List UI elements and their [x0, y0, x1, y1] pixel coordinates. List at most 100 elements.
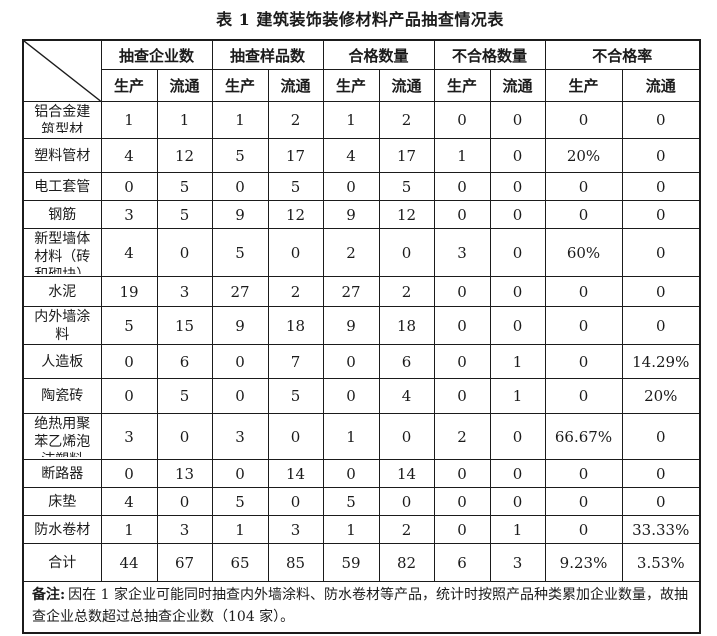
data-cell: 0 — [489, 200, 546, 229]
data-cell: 60% — [544, 228, 623, 277]
data-cell: 0 — [211, 378, 269, 414]
sub-header-production: 生产 — [433, 69, 491, 102]
diagonal-corner-cell — [22, 39, 102, 102]
data-cell: 0 — [211, 172, 269, 201]
data-cell: 5 — [156, 200, 213, 229]
data-cell: 14.29% — [621, 344, 701, 379]
row-label: 铝合金建筑型材 — [22, 101, 102, 139]
data-cell: 14 — [267, 459, 324, 488]
data-cell: 5 — [267, 378, 324, 414]
table-header: 抽查企业数 抽查样品数 合格数量 不合格数量 不合格率 生产 流通 生产 流通 生产 流通 生产 流通… — [22, 39, 701, 102]
data-cell: 0 — [544, 487, 623, 516]
data-cell: 0 — [211, 344, 269, 379]
data-cell: 0 — [267, 413, 324, 460]
data-cell: 9 — [211, 306, 269, 345]
table-row: 铝合金建筑型材 1 1 1 2 1 2 0 0 0 0 — [22, 101, 701, 139]
sub-header-production: 生产 — [100, 69, 158, 102]
data-cell: 0 — [489, 228, 546, 277]
data-cell: 0 — [433, 306, 491, 345]
data-cell: 0 — [378, 487, 435, 516]
diagonal-line — [24, 41, 101, 101]
data-cell: 5 — [378, 172, 435, 201]
data-cell: 6 — [156, 344, 213, 379]
data-cell: 1 — [489, 344, 546, 379]
data-cell: 3 — [211, 413, 269, 460]
row-label: 防水卷材 — [22, 515, 102, 544]
row-label-text: 新型墙体材料（砖和砌块） — [34, 231, 91, 274]
data-cell: 0 — [489, 459, 546, 488]
data-cell: 0 — [267, 487, 324, 516]
data-cell: 0 — [211, 459, 269, 488]
data-cell: 1 — [489, 515, 546, 544]
data-cell: 0 — [433, 101, 491, 139]
sub-header-production: 生产 — [211, 69, 269, 102]
data-cell: 18 — [378, 306, 435, 345]
data-cell: 0 — [621, 276, 701, 307]
data-cell: 1 — [322, 515, 380, 544]
data-cell: 0 — [433, 276, 491, 307]
data-cell: 5 — [211, 138, 269, 173]
data-cell: 0 — [544, 378, 623, 414]
data-cell: 0 — [621, 413, 701, 460]
data-cell: 1 — [489, 378, 546, 414]
data-cell: 0 — [433, 344, 491, 379]
data-cell: 0 — [322, 459, 380, 488]
data-cell: 82 — [378, 543, 435, 582]
data-cell: 1 — [322, 413, 380, 460]
data-cell: 0 — [544, 344, 623, 379]
footnote-cell: 备注: 因在 1 家企业可能同时抽查内外墙涂料、防水卷材等产品，统计时按照产品种类… — [22, 581, 701, 634]
row-label-text: 绝热用聚苯乙烯泡沫塑料 — [34, 416, 91, 457]
data-cell: 5 — [156, 378, 213, 414]
data-cell: 3 — [489, 543, 546, 582]
table-row: 水泥 19 3 27 2 27 2 0 0 0 0 — [22, 276, 701, 307]
data-cell: 0 — [489, 487, 546, 516]
data-cell: 44 — [100, 543, 158, 582]
data-cell: 3.53% — [621, 543, 701, 582]
data-cell: 65 — [211, 543, 269, 582]
table-row: 合计 44 67 65 85 59 82 6 3 9.23% 3.53% — [22, 543, 701, 582]
data-cell: 0 — [156, 487, 213, 516]
data-cell: 17 — [378, 138, 435, 173]
data-cell: 0 — [544, 200, 623, 229]
data-cell: 0 — [544, 459, 623, 488]
table-row: 断路器 0 13 0 14 0 14 0 0 0 0 — [22, 459, 701, 488]
table-row: 床垫 4 0 5 0 5 0 0 0 0 0 — [22, 487, 701, 516]
data-cell: 66.67% — [544, 413, 623, 460]
data-cell: 2 — [378, 101, 435, 139]
data-cell: 6 — [378, 344, 435, 379]
table-row: 绝热用聚苯乙烯泡沫塑料3030102066.67%0 — [22, 413, 701, 460]
data-cell: 0 — [489, 276, 546, 307]
data-cell: 0 — [156, 228, 213, 277]
column-group-header: 合格数量 — [322, 39, 435, 70]
column-group-header: 不合格数量 — [433, 39, 546, 70]
data-cell: 33.33% — [621, 515, 701, 544]
data-cell: 0 — [621, 306, 701, 345]
table-row: 塑料管材 4 12 5 17 4 17 1 0 20% 0 — [22, 138, 701, 173]
data-cell: 2 — [433, 413, 491, 460]
data-cell: 12 — [267, 200, 324, 229]
data-cell: 5 — [322, 487, 380, 516]
data-cell: 1 — [322, 101, 380, 139]
data-cell: 1 — [211, 515, 269, 544]
data-cell: 0 — [433, 172, 491, 201]
data-cell: 14 — [378, 459, 435, 488]
data-cell: 1 — [100, 101, 158, 139]
data-cell: 3 — [433, 228, 491, 277]
sub-header-circulation: 流通 — [378, 69, 435, 102]
data-cell: 12 — [156, 138, 213, 173]
data-cell: 0 — [544, 306, 623, 345]
row-label: 合计 — [22, 543, 102, 582]
data-cell: 20% — [621, 378, 701, 414]
data-cell: 0 — [100, 459, 158, 488]
data-cell: 0 — [621, 487, 701, 516]
data-cell: 5 — [211, 228, 269, 277]
row-label: 内外墙涂料 — [22, 306, 102, 345]
data-cell: 2 — [267, 276, 324, 307]
data-cell: 4 — [378, 378, 435, 414]
column-group-header: 抽查企业数 — [100, 39, 213, 70]
sub-header-circulation: 流通 — [156, 69, 213, 102]
row-label: 新型墙体材料（砖和砌块） — [22, 228, 102, 277]
row-label: 绝热用聚苯乙烯泡沫塑料 — [22, 413, 102, 460]
row-label: 陶瓷砖 — [22, 378, 102, 414]
